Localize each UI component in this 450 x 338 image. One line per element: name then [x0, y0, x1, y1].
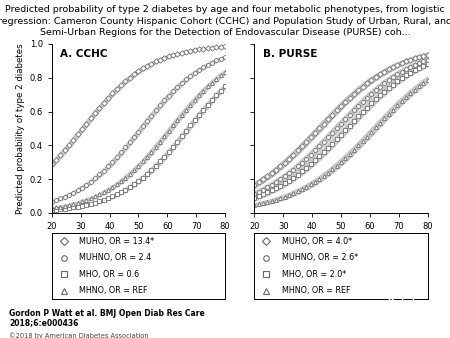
Text: Open
Diabetes
Research
& Care: Open Diabetes Research & Care: [386, 286, 426, 332]
X-axis label: Age: Age: [129, 237, 148, 246]
Text: MHNO, OR = REF: MHNO, OR = REF: [282, 286, 351, 295]
Text: 2018;6:e000436: 2018;6:e000436: [9, 318, 78, 328]
Text: Gordon P Watt et al. BMJ Open Diab Res Care: Gordon P Watt et al. BMJ Open Diab Res C…: [9, 309, 205, 318]
Text: MUHNO, OR = 2.6*: MUHNO, OR = 2.6*: [282, 254, 358, 262]
Text: B. PURSE: B. PURSE: [263, 49, 317, 59]
Text: MHO, OR = 0.6: MHO, OR = 0.6: [80, 270, 140, 279]
Text: MHO, OR = 2.0*: MHO, OR = 2.0*: [282, 270, 346, 279]
Text: MUHNO, OR = 2.4: MUHNO, OR = 2.4: [80, 254, 152, 262]
X-axis label: Age: Age: [332, 237, 350, 246]
Text: Predicted probability of type 2 diabetes by age and four metabolic phenotypes, f: Predicted probability of type 2 diabetes…: [0, 5, 450, 37]
Y-axis label: Predicted probability of type 2 diabetes: Predicted probability of type 2 diabetes: [16, 43, 25, 214]
Text: MHNO, OR = REF: MHNO, OR = REF: [80, 286, 148, 295]
Text: ©2018 by American Diabetes Association: ©2018 by American Diabetes Association: [9, 332, 148, 338]
Text: MUHO, OR = 13.4*: MUHO, OR = 13.4*: [80, 237, 155, 246]
Text: A. CCHC: A. CCHC: [60, 49, 108, 59]
Text: MUHO, OR = 4.0*: MUHO, OR = 4.0*: [282, 237, 352, 246]
